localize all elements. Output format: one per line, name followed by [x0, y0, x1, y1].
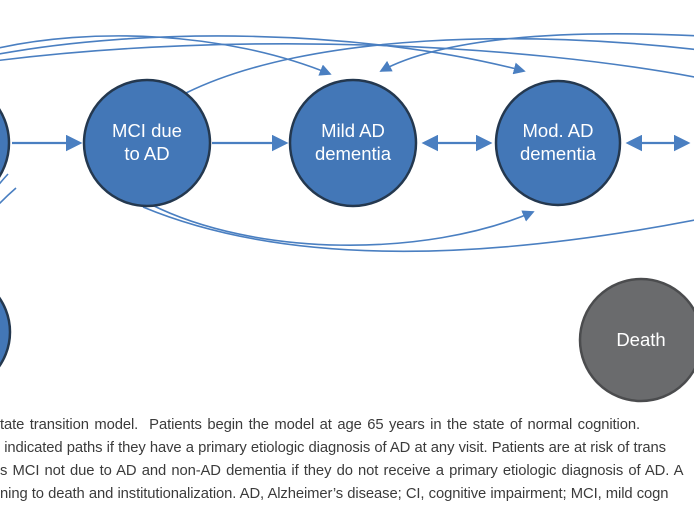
arc-mci-to-offscreen-right-bottom [142, 206, 694, 253]
node-mod-circle [494, 79, 622, 207]
node-mild-circle [288, 78, 418, 208]
state-diagram-graphic [0, 32, 694, 403]
arc-mci-to-mod-bottom [149, 203, 535, 247]
figure-caption: tate transition model. Patients begin th… [0, 414, 694, 526]
caption-line-1: tate transition model. Patients begin th… [0, 417, 646, 433]
arc-to-mod-top [0, 35, 526, 75]
node-offscreen-bottom-left-partial [0, 296, 12, 368]
state-circles [0, 78, 694, 403]
node-mci-circle [82, 78, 212, 208]
arc-stub-left-upper [0, 173, 9, 185]
caption-line-2: indicated paths if they have a primary e… [0, 440, 666, 456]
caption-line-3: s MCI not due to AD and non-AD dementia … [0, 463, 684, 479]
arc-stub-left-lower [0, 187, 17, 205]
arc-from-mci-top-right [185, 37, 694, 94]
node-offscreen-left-partial [0, 108, 11, 178]
caption-line-4: ning to death and institutionalization. … [0, 486, 669, 502]
bottom-transition-arcs [0, 173, 694, 253]
node-death-circle [578, 277, 694, 403]
top-transition-arcs [0, 32, 694, 94]
